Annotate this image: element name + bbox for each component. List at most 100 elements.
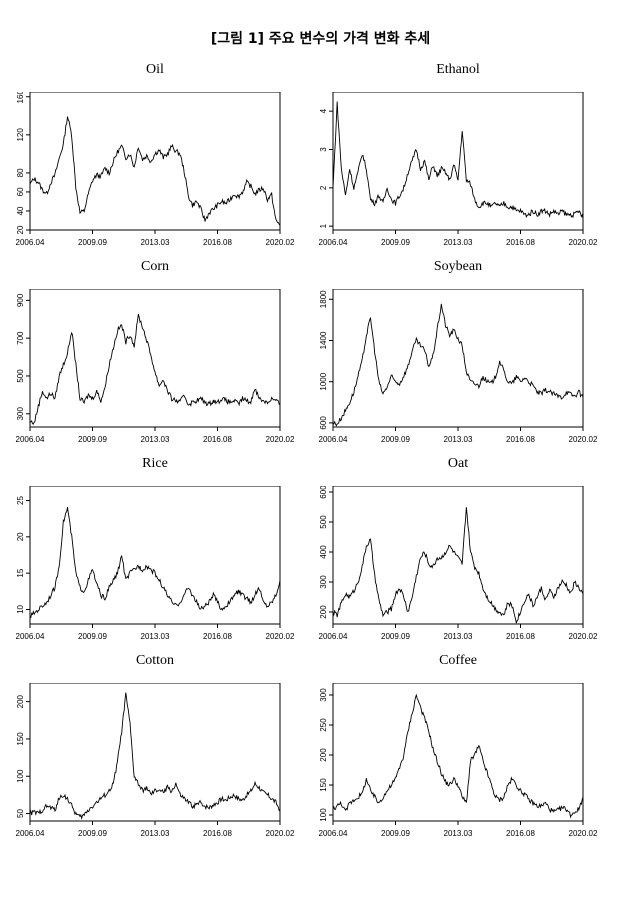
- plot-frame: [29, 92, 281, 231]
- x-tick-label: 2009.09: [78, 435, 107, 444]
- chart-ethanol: 1 2 3 4 2006.04 2009.09 2013.03 2016.08 2020.02: [319, 92, 598, 247]
- chart-title-cotton: Cotton: [135, 653, 175, 668]
- plot-frame: [332, 92, 584, 231]
- y-tick-label: 600: [319, 486, 328, 499]
- series-line-cotton: [29, 692, 281, 821]
- x-tick-label: 2013.03: [141, 238, 170, 247]
- x-tick-label: 2013.03: [141, 632, 170, 641]
- y-tick-label: 50: [16, 809, 25, 818]
- y-tick-label: 600: [319, 416, 328, 430]
- y-tick-label: 200: [319, 605, 328, 619]
- y-tick-label: 1000: [319, 372, 328, 390]
- x-tick-label: 2016.08: [506, 435, 535, 444]
- chart-oat: 200 300 400 500 600 2006.04 2009.09 2013.03 2016…: [319, 486, 598, 641]
- x-tick-label: 2020.02: [569, 632, 598, 641]
- y-tick-label: 160: [16, 92, 25, 103]
- chart-coffee: 100 150 200 250 300 2006.04 2009.09 2013.03 2016…: [319, 683, 598, 838]
- chart-cotton: 50 100 150 200 2006.04 2009.09 2013.03 2016.08 2…: [16, 683, 295, 838]
- x-tick-label: 2009.09: [78, 829, 107, 838]
- y-tick-label: 150: [16, 732, 25, 746]
- x-tick-label: 2020.02: [266, 435, 295, 444]
- chart-title-rice: Rice: [142, 456, 168, 471]
- y-tick-label: 300: [319, 688, 328, 702]
- x-tick-label: 2006.04: [16, 829, 45, 838]
- x-tick-label: 2016.08: [203, 238, 232, 247]
- x-tick-label: 2016.08: [506, 238, 535, 247]
- x-tick-label: 2006.04: [319, 829, 348, 838]
- x-tick-label: 2020.02: [266, 632, 295, 641]
- y-tick-label: 500: [319, 515, 328, 529]
- y-tick-label: 150: [319, 778, 328, 792]
- y-tick-label: 1800: [319, 290, 328, 308]
- plot-frame: [332, 683, 584, 822]
- plot-frame: [29, 289, 281, 428]
- chart-oil: 20 40 60 80 120 160 2006.04 2009.09 2013.03 2016.…: [16, 92, 295, 247]
- chart-title-oat: Oat: [447, 456, 469, 471]
- y-tick-label: 20: [16, 225, 25, 234]
- chart-title-coffee: Coffee: [439, 653, 477, 668]
- chart-title-oil: Oil: [146, 62, 164, 77]
- y-tick-label: 120: [16, 128, 25, 142]
- series-line-coffee: [332, 693, 584, 819]
- x-tick-label: 2020.02: [266, 238, 295, 247]
- series-line-soybean: [332, 303, 584, 427]
- x-tick-label: 2006.04: [319, 238, 348, 247]
- x-tick-label: 2006.04: [319, 435, 348, 444]
- y-tick-label: 700: [16, 331, 25, 345]
- chart-rice: 10 15 20 25 2006.04 2009.09 2013.03 2016.08 2020…: [16, 486, 295, 641]
- x-tick-label: 2009.09: [381, 435, 410, 444]
- x-tick-label: 2009.09: [78, 632, 107, 641]
- x-tick-label: 2006.04: [319, 632, 348, 641]
- x-tick-label: 2009.09: [381, 238, 410, 247]
- x-tick-label: 2020.02: [569, 435, 598, 444]
- y-tick-label: 10: [16, 604, 25, 613]
- x-tick-label: 2013.03: [444, 632, 473, 641]
- x-tick-label: 2016.08: [506, 829, 535, 838]
- x-tick-label: 2013.03: [444, 238, 473, 247]
- chart-title-corn: Corn: [141, 259, 169, 274]
- plot-frame: [29, 683, 281, 822]
- y-tick-label: 900: [16, 293, 25, 307]
- x-tick-label: 2009.09: [381, 632, 410, 641]
- y-tick-label: 500: [16, 369, 25, 383]
- y-tick-label: 400: [319, 545, 328, 559]
- y-tick-label: 1: [319, 223, 328, 228]
- x-tick-label: 2006.04: [16, 435, 45, 444]
- x-tick-label: 2009.09: [381, 829, 410, 838]
- x-tick-label: 2016.08: [506, 632, 535, 641]
- y-tick-label: 3: [319, 147, 328, 152]
- plot-frame: [29, 486, 281, 625]
- x-tick-label: 2020.02: [569, 829, 598, 838]
- series-line-rice: [29, 507, 281, 619]
- chart-corn: 300 500 700 900 2006.04 2009.09 2013.03 2016.08…: [16, 289, 295, 444]
- y-tick-label: 200: [16, 694, 25, 708]
- y-tick-label: 2: [319, 185, 328, 190]
- plot-frame: [332, 289, 584, 428]
- x-tick-label: 2013.03: [141, 435, 170, 444]
- chart-title-ethanol: Ethanol: [436, 62, 480, 77]
- series-line-ethanol: [332, 101, 584, 219]
- y-tick-label: 200: [319, 748, 328, 762]
- x-tick-label: 2020.02: [266, 829, 295, 838]
- x-tick-label: 2016.08: [203, 435, 232, 444]
- x-tick-label: 2020.02: [569, 238, 598, 247]
- y-tick-label: 25: [16, 496, 25, 505]
- x-tick-label: 2016.08: [203, 829, 232, 838]
- y-tick-label: 15: [16, 568, 25, 577]
- y-tick-label: 4: [319, 108, 328, 113]
- y-tick-label: 300: [16, 407, 25, 421]
- chart-title-soybean: Soybean: [433, 259, 483, 274]
- y-tick-label: 300: [319, 575, 328, 589]
- y-tick-label: 80: [16, 168, 25, 177]
- y-tick-label: 250: [319, 718, 328, 732]
- x-tick-label: 2006.04: [16, 632, 45, 641]
- y-tick-label: 40: [16, 206, 25, 215]
- x-tick-label: 2006.04: [16, 238, 45, 247]
- series-line-oat: [332, 507, 584, 624]
- y-tick-label: 100: [16, 769, 25, 783]
- x-tick-label: 2013.03: [444, 829, 473, 838]
- figure-title: [그림 1] 주요 변수의 가격 변화 추세: [210, 31, 431, 47]
- x-tick-label: 2013.03: [141, 829, 170, 838]
- y-tick-label: 100: [319, 808, 328, 822]
- plot-frame: [332, 486, 584, 625]
